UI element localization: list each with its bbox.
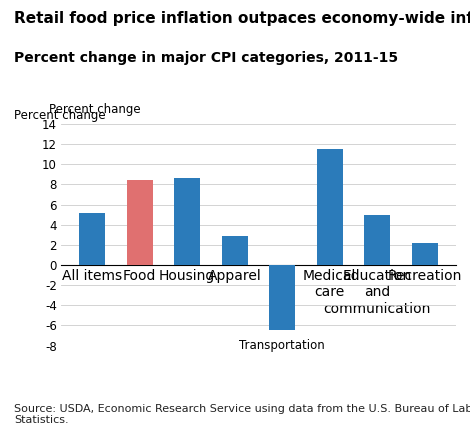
Bar bbox=[126, 180, 153, 265]
Text: Percent change: Percent change bbox=[49, 103, 141, 116]
Bar bbox=[222, 236, 248, 265]
Text: Transportation: Transportation bbox=[239, 339, 325, 352]
Bar bbox=[79, 213, 105, 265]
Bar bbox=[364, 215, 391, 265]
Text: Percent change in major CPI categories, 2011-15: Percent change in major CPI categories, … bbox=[14, 51, 398, 65]
Bar bbox=[269, 265, 295, 330]
Text: Percent change: Percent change bbox=[14, 109, 106, 121]
Text: Source: USDA, Economic Research Service using data from the U.S. Bureau of Labor: Source: USDA, Economic Research Service … bbox=[14, 404, 470, 425]
Text: Retail food price inflation outpaces economy-wide inflation: Retail food price inflation outpaces eco… bbox=[14, 11, 470, 26]
Bar bbox=[412, 243, 438, 265]
Bar bbox=[317, 149, 343, 265]
Bar bbox=[174, 179, 200, 265]
